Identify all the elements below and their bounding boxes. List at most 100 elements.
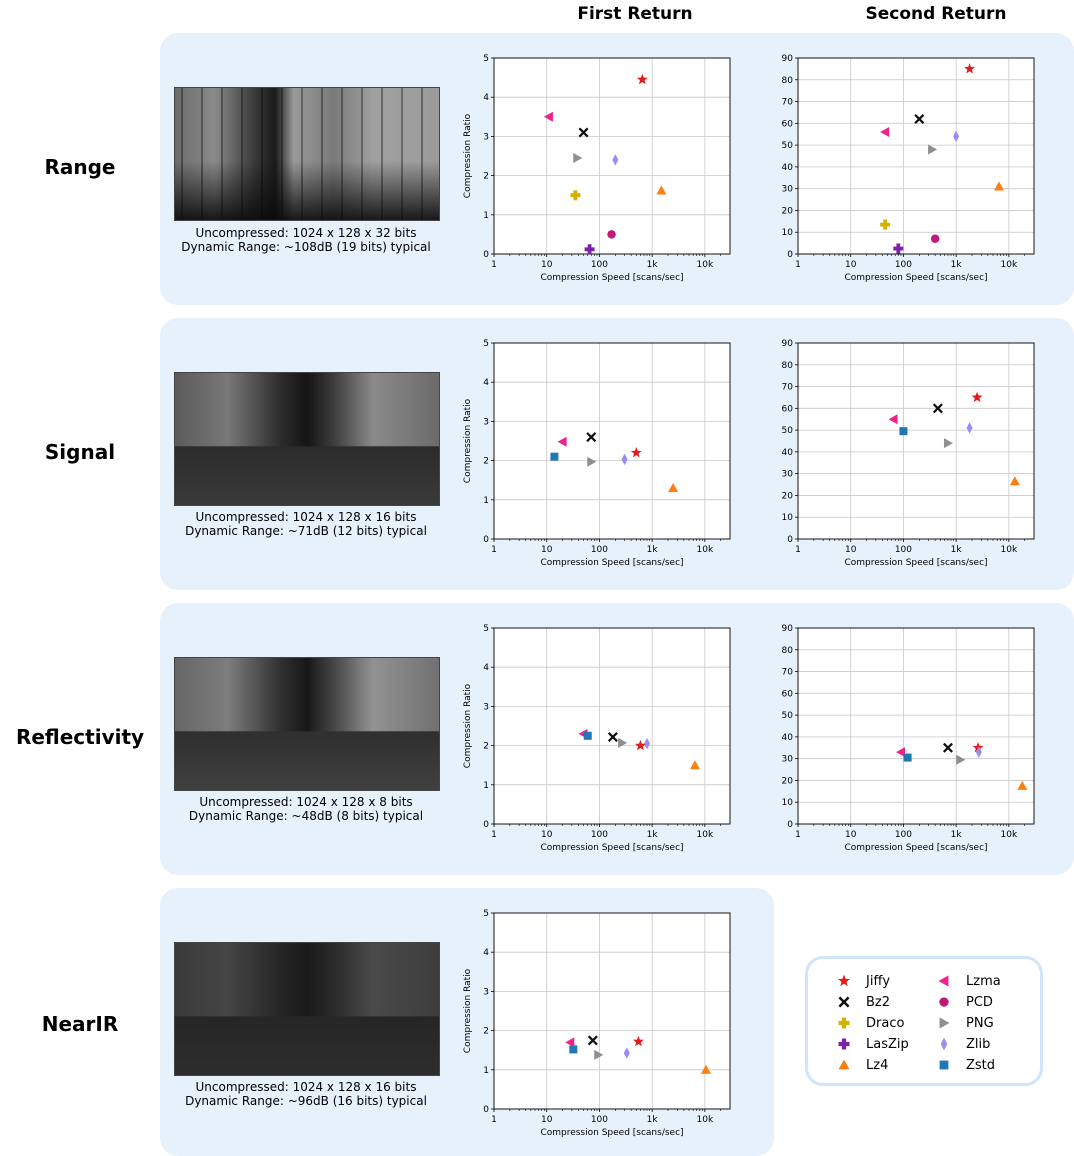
legend-item-draco: Draco <box>836 1015 904 1031</box>
legend-item-lz4: Lz4 <box>836 1057 888 1073</box>
reflectivity-image <box>174 657 440 791</box>
point-zlib <box>612 154 619 166</box>
legend-item-zlib: Zlib <box>936 1036 990 1052</box>
point-png <box>618 737 628 748</box>
x-tick-label: 100 <box>591 260 608 270</box>
y-tick-label: 5 <box>483 339 489 349</box>
point-draco <box>570 190 581 201</box>
y-tick-label: 70 <box>782 383 794 393</box>
point-bz2 <box>932 403 943 414</box>
y-axis-label: Compression Ratio <box>463 683 473 768</box>
y-tick-label: 40 <box>782 448 794 458</box>
legend-item-pcd: PCD <box>936 994 993 1010</box>
point-pcd <box>607 230 616 239</box>
legend-item-zstd: Zstd <box>936 1057 995 1073</box>
plot-frame <box>493 912 731 1110</box>
y-tick-label: 20 <box>782 206 794 216</box>
x-tick-label: 1k <box>951 830 963 840</box>
reflectivity-caption-dynamic: Dynamic Range: ~48dB (8 bits) typical <box>188 809 424 823</box>
y-tick-label: 50 <box>782 426 794 436</box>
y-tick-label: 40 <box>782 733 794 743</box>
y-tick-label: 70 <box>782 668 794 678</box>
plot-frame <box>797 342 1035 540</box>
plot-frame <box>797 627 1035 825</box>
legend-item-jiffy: Jiffy <box>836 973 890 989</box>
point-laszip <box>584 244 595 255</box>
x-tick-label: 10k <box>697 830 714 840</box>
plot-area <box>798 58 1034 254</box>
plot-area <box>494 913 730 1109</box>
plot-frame <box>797 57 1035 255</box>
point-lzma <box>880 127 890 138</box>
point-jiffy <box>964 63 976 74</box>
y-tick-label: 0 <box>483 250 489 260</box>
point-lz4 <box>700 1064 711 1074</box>
point-png <box>956 754 966 765</box>
legend: Jiffy Lzma Bz2 PCD Draco PNG LasZip Zlib Lz4 Zstd <box>805 956 1043 1086</box>
x-tick-label: 1k <box>647 830 659 840</box>
signal-image <box>174 372 440 506</box>
reflectivity-caption-size: Uncompressed: 1024 x 128 x 8 bits <box>199 795 413 809</box>
y-tick-label: 0 <box>787 820 793 830</box>
plot-area <box>798 628 1034 824</box>
y-tick-label: 60 <box>782 689 794 699</box>
x-tick-label: 10k <box>697 1115 714 1125</box>
y-tick-label: 50 <box>782 711 794 721</box>
x-tick-label: 10k <box>697 260 714 270</box>
legend-marker-bz2 <box>838 996 850 1008</box>
x-tick-label: 1 <box>491 830 497 840</box>
x-tick-label: 1k <box>647 545 659 555</box>
y-tick-label: 90 <box>782 339 794 349</box>
y-tick-label: 20 <box>782 776 794 786</box>
point-jiffy <box>632 1035 644 1047</box>
point-draco <box>880 219 891 230</box>
x-tick-label: 1k <box>951 260 963 270</box>
point-laszip <box>893 243 904 254</box>
reflectivity-caption: Uncompressed: 1024 x 128 x 8 bits Dynami… <box>160 795 452 823</box>
y-tick-label: 40 <box>782 163 794 173</box>
y-tick-label: 90 <box>782 624 794 634</box>
range-caption-size: Uncompressed: 1024 x 128 x 32 bits <box>195 226 417 240</box>
y-tick-label: 3 <box>483 702 489 712</box>
point-zlib <box>621 453 628 466</box>
y-tick-label: 2 <box>483 172 489 182</box>
x-axis-label: Compression Speed [scans/sec] <box>844 843 987 853</box>
y-tick-label: 20 <box>782 491 794 501</box>
point-lz4 <box>1017 780 1028 790</box>
point-zlib <box>644 737 651 750</box>
y-tick-label: 80 <box>782 76 794 86</box>
point-pcd <box>930 234 940 244</box>
y-tick-label: 5 <box>483 909 489 919</box>
legend-marker-draco <box>838 1017 850 1029</box>
x-tick-label: 10 <box>845 545 857 555</box>
point-jiffy <box>630 447 642 458</box>
y-tick-label: 1 <box>483 781 489 791</box>
nearir-caption: Uncompressed: 1024 x 128 x 16 bits Dynam… <box>160 1080 452 1108</box>
point-zstd <box>899 427 908 436</box>
point-png <box>573 152 583 163</box>
y-tick-label: 4 <box>483 663 489 673</box>
y-tick-label: 1 <box>483 1066 489 1076</box>
legend-label: Jiffy <box>866 973 891 989</box>
x-tick-label: 10 <box>845 830 857 840</box>
legend-marker-laszip <box>838 1038 850 1050</box>
x-tick-label: 10k <box>1001 545 1018 555</box>
plot-area <box>798 343 1034 539</box>
point-zlib <box>966 422 973 434</box>
first-return-header: First Return <box>577 4 693 24</box>
y-tick-label: 1 <box>483 496 489 506</box>
x-tick-label: 1 <box>491 545 497 555</box>
point-lzma <box>896 747 906 758</box>
nearir-caption-dynamic: Dynamic Range: ~96dB (16 bits) typical <box>185 1094 427 1108</box>
point-bz2 <box>607 731 618 742</box>
plot-frame <box>493 57 731 255</box>
x-tick-label: 100 <box>591 545 608 555</box>
nearir-image <box>174 942 440 1076</box>
point-zlib <box>975 746 982 758</box>
y-tick-label: 10 <box>782 798 794 808</box>
point-lz4 <box>656 185 667 195</box>
legend-marker-jiffy <box>837 974 851 987</box>
legend-marker-png <box>939 1017 950 1029</box>
legend-marker-lz4 <box>838 1059 850 1070</box>
